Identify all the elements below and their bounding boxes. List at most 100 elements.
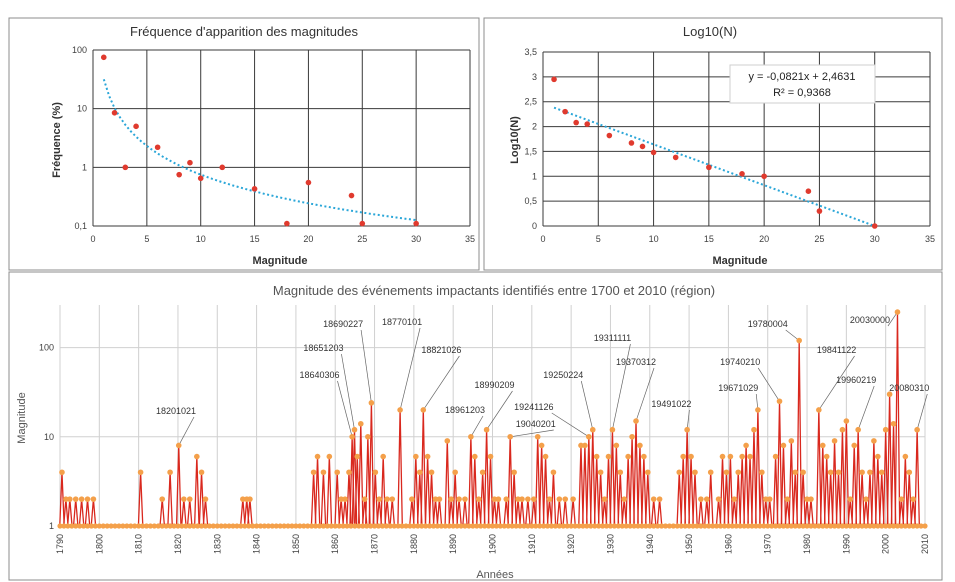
event-marker: [342, 496, 348, 502]
event-marker: [751, 426, 757, 433]
event-marker: [582, 442, 588, 449]
event-marker: [914, 426, 920, 433]
events-chart-frame: [8, 271, 943, 581]
event-spike: [556, 499, 563, 527]
event-marker: [507, 433, 513, 440]
baseline-marker: [124, 523, 130, 529]
frequency-point: [359, 220, 366, 227]
baseline-marker: [92, 523, 98, 529]
baseline-marker: [883, 523, 889, 529]
baseline-marker: [120, 523, 126, 529]
event-marker: [878, 469, 885, 476]
baseline-marker: [847, 523, 853, 529]
event-marker: [629, 433, 635, 440]
event-spike: [159, 499, 166, 527]
log10-chart-xlabel: Magnitude: [713, 255, 768, 267]
baseline-marker: [588, 523, 594, 529]
baseline-marker: [501, 523, 507, 529]
event-annotation-label: 19241126: [514, 402, 553, 412]
log10-point: [706, 164, 712, 171]
baseline-marker: [890, 523, 897, 529]
event-annotation-label: 18651203: [303, 343, 343, 353]
event-marker: [368, 400, 375, 406]
baseline-marker: [222, 523, 228, 529]
event-marker: [202, 496, 209, 502]
baseline-marker: [670, 523, 676, 529]
event-marker: [593, 453, 600, 460]
baseline-marker: [596, 523, 602, 529]
event-annotation-label: 19780004: [748, 319, 788, 329]
log10-trendline: [553, 106, 876, 227]
event-spike: [831, 440, 838, 527]
events-x-tick-label: 2000: [881, 534, 891, 554]
baseline-marker: [631, 523, 637, 529]
baseline-marker: [301, 523, 307, 529]
event-marker: [831, 438, 838, 444]
event-annotation-leader: [178, 416, 195, 446]
frequency-trendline: [102, 78, 417, 222]
event-marker: [397, 407, 403, 413]
log10-point: [761, 173, 767, 180]
event-marker: [898, 496, 905, 502]
baseline-marker: [198, 523, 205, 529]
baseline-marker: [824, 523, 830, 529]
event-annotation-leader: [337, 380, 353, 437]
frequency-point: [187, 159, 193, 166]
baseline-marker: [108, 523, 114, 529]
baseline-marker: [348, 523, 354, 529]
baseline-marker: [84, 523, 91, 529]
event-annotation-label: 18690227: [323, 319, 363, 329]
event-annotation-label: 19671029: [718, 383, 758, 393]
event-annotation-label: 19841122: [817, 345, 856, 355]
baseline-marker: [643, 523, 649, 529]
frequency-y-tick-label: 0,1: [74, 221, 87, 231]
event-annotation-leader: [423, 355, 460, 411]
event-marker: [613, 442, 620, 449]
baseline-marker: [474, 523, 480, 529]
log10-x-tick-label: 25: [814, 234, 824, 244]
event-marker: [159, 496, 166, 502]
event-marker: [420, 407, 427, 413]
baseline-marker: [804, 523, 810, 529]
baseline-marker: [100, 523, 106, 529]
baseline-marker: [238, 523, 244, 529]
baseline-marker: [226, 523, 232, 529]
events-x-tick-label: 1790: [55, 534, 65, 554]
log10-y-tick-label: 2: [532, 122, 537, 132]
event-marker: [525, 496, 531, 502]
frequency-x-tick-label: 20: [303, 234, 313, 244]
event-marker: [796, 337, 802, 344]
baseline-marker: [592, 523, 598, 529]
baseline-marker: [529, 523, 535, 529]
baseline-marker: [489, 523, 496, 529]
event-marker: [346, 469, 352, 476]
baseline-marker: [686, 523, 692, 529]
baseline-marker: [328, 523, 334, 529]
event-marker: [633, 418, 639, 424]
event-marker: [650, 496, 657, 502]
baseline-marker: [784, 523, 790, 529]
baseline-marker: [729, 523, 735, 529]
event-spike: [84, 499, 91, 527]
event-annotation-label: 19491022: [651, 399, 691, 409]
event-annotation-leader: [818, 355, 855, 411]
baseline-marker: [658, 523, 665, 529]
events-y-tick-label: 100: [39, 343, 54, 353]
log10-x-tick-label: 35: [925, 234, 935, 244]
event-marker: [723, 469, 730, 476]
baseline-marker: [202, 523, 209, 529]
event-spike: [186, 499, 193, 527]
baseline-marker: [666, 523, 673, 529]
frequency-x-tick-label: 15: [250, 234, 260, 244]
event-marker: [534, 433, 541, 440]
baseline-marker: [430, 523, 437, 529]
event-marker: [863, 496, 869, 502]
baseline-marker: [458, 523, 464, 529]
baseline-marker: [195, 523, 201, 529]
frequency-point: [133, 123, 139, 130]
log10-chart-title: Log10(N): [683, 24, 737, 39]
baseline-marker: [253, 523, 260, 529]
baseline-marker: [556, 523, 562, 529]
event-marker: [78, 496, 85, 502]
frequency-x-tick-label: 35: [465, 234, 475, 244]
